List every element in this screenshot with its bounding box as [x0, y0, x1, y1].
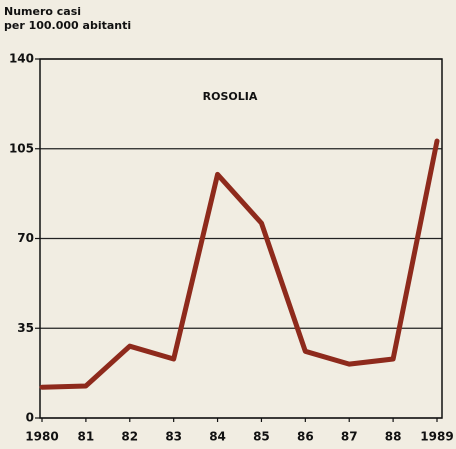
x-tick-label: 85 [253, 430, 270, 444]
x-tick-label: 82 [121, 430, 138, 444]
line [39, 138, 440, 390]
y-tick-label: 35 [17, 321, 34, 335]
x-tick-label: 88 [385, 430, 402, 444]
plot-frame [39, 58, 443, 419]
y-tick-label: 140 [9, 52, 34, 66]
y-axis-label: per 100.000 abitanti [4, 19, 131, 32]
x-tick-label: 86 [297, 430, 314, 444]
y-tick-label: 0 [26, 411, 34, 425]
chart-title: ROSOLIA [203, 90, 258, 103]
x-tick-label: 87 [341, 430, 358, 444]
y-tick-label: 70 [17, 231, 34, 245]
x-tick-label: 84 [209, 430, 226, 444]
x-tick-label: 1989 [420, 430, 453, 444]
x-tick-label: 1980 [25, 430, 58, 444]
x-tick-label: 81 [78, 430, 95, 444]
y-axis-label: Numero casi [4, 5, 81, 18]
x-tick-label: 83 [165, 430, 182, 444]
y-tick-label: 105 [9, 141, 34, 155]
